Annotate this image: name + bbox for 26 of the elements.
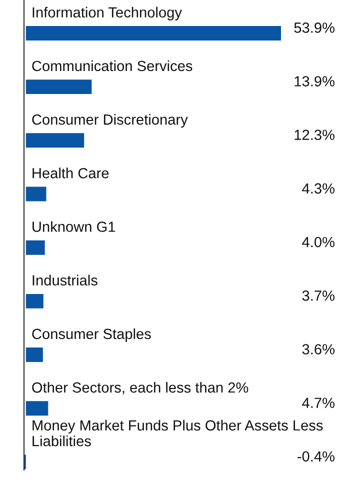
data-label: 4.3%	[302, 183, 334, 194]
data-label: 3.6%	[302, 344, 334, 354]
data-label: 53.9%	[294, 22, 334, 33]
y-tick-label: Consumer Staples	[32, 328, 151, 342]
bar	[26, 133, 84, 148]
data-label: -0.4%	[298, 451, 334, 462]
bar	[26, 186, 46, 202]
data-label: 12.3%	[294, 130, 334, 140]
data-label: 4.7%	[302, 398, 334, 408]
y-tick-label: Health Care	[32, 168, 109, 178]
y-tick-label: Communication Services	[32, 60, 192, 72]
bar	[26, 348, 43, 362]
y-tick-label: Information Technology	[32, 6, 182, 20]
data-label: 13.9%	[294, 76, 334, 86]
bar	[26, 240, 45, 255]
bar	[26, 26, 281, 40]
bar	[26, 401, 48, 416]
y-tick-label: Money Market Funds Plus Other Assets Less Liabilities	[32, 420, 323, 446]
bar	[26, 80, 92, 94]
y-tick-label: Unknown G1	[32, 221, 116, 232]
bar	[26, 294, 44, 308]
data-label: 3.7%	[302, 290, 334, 301]
y-tick-label: Industrials	[32, 274, 98, 286]
y-tick-label: Consumer Discretionary	[32, 114, 188, 128]
data-label: 4.0%	[302, 236, 334, 248]
y-tick-label: Other Sectors, each less than 2%	[32, 382, 248, 394]
